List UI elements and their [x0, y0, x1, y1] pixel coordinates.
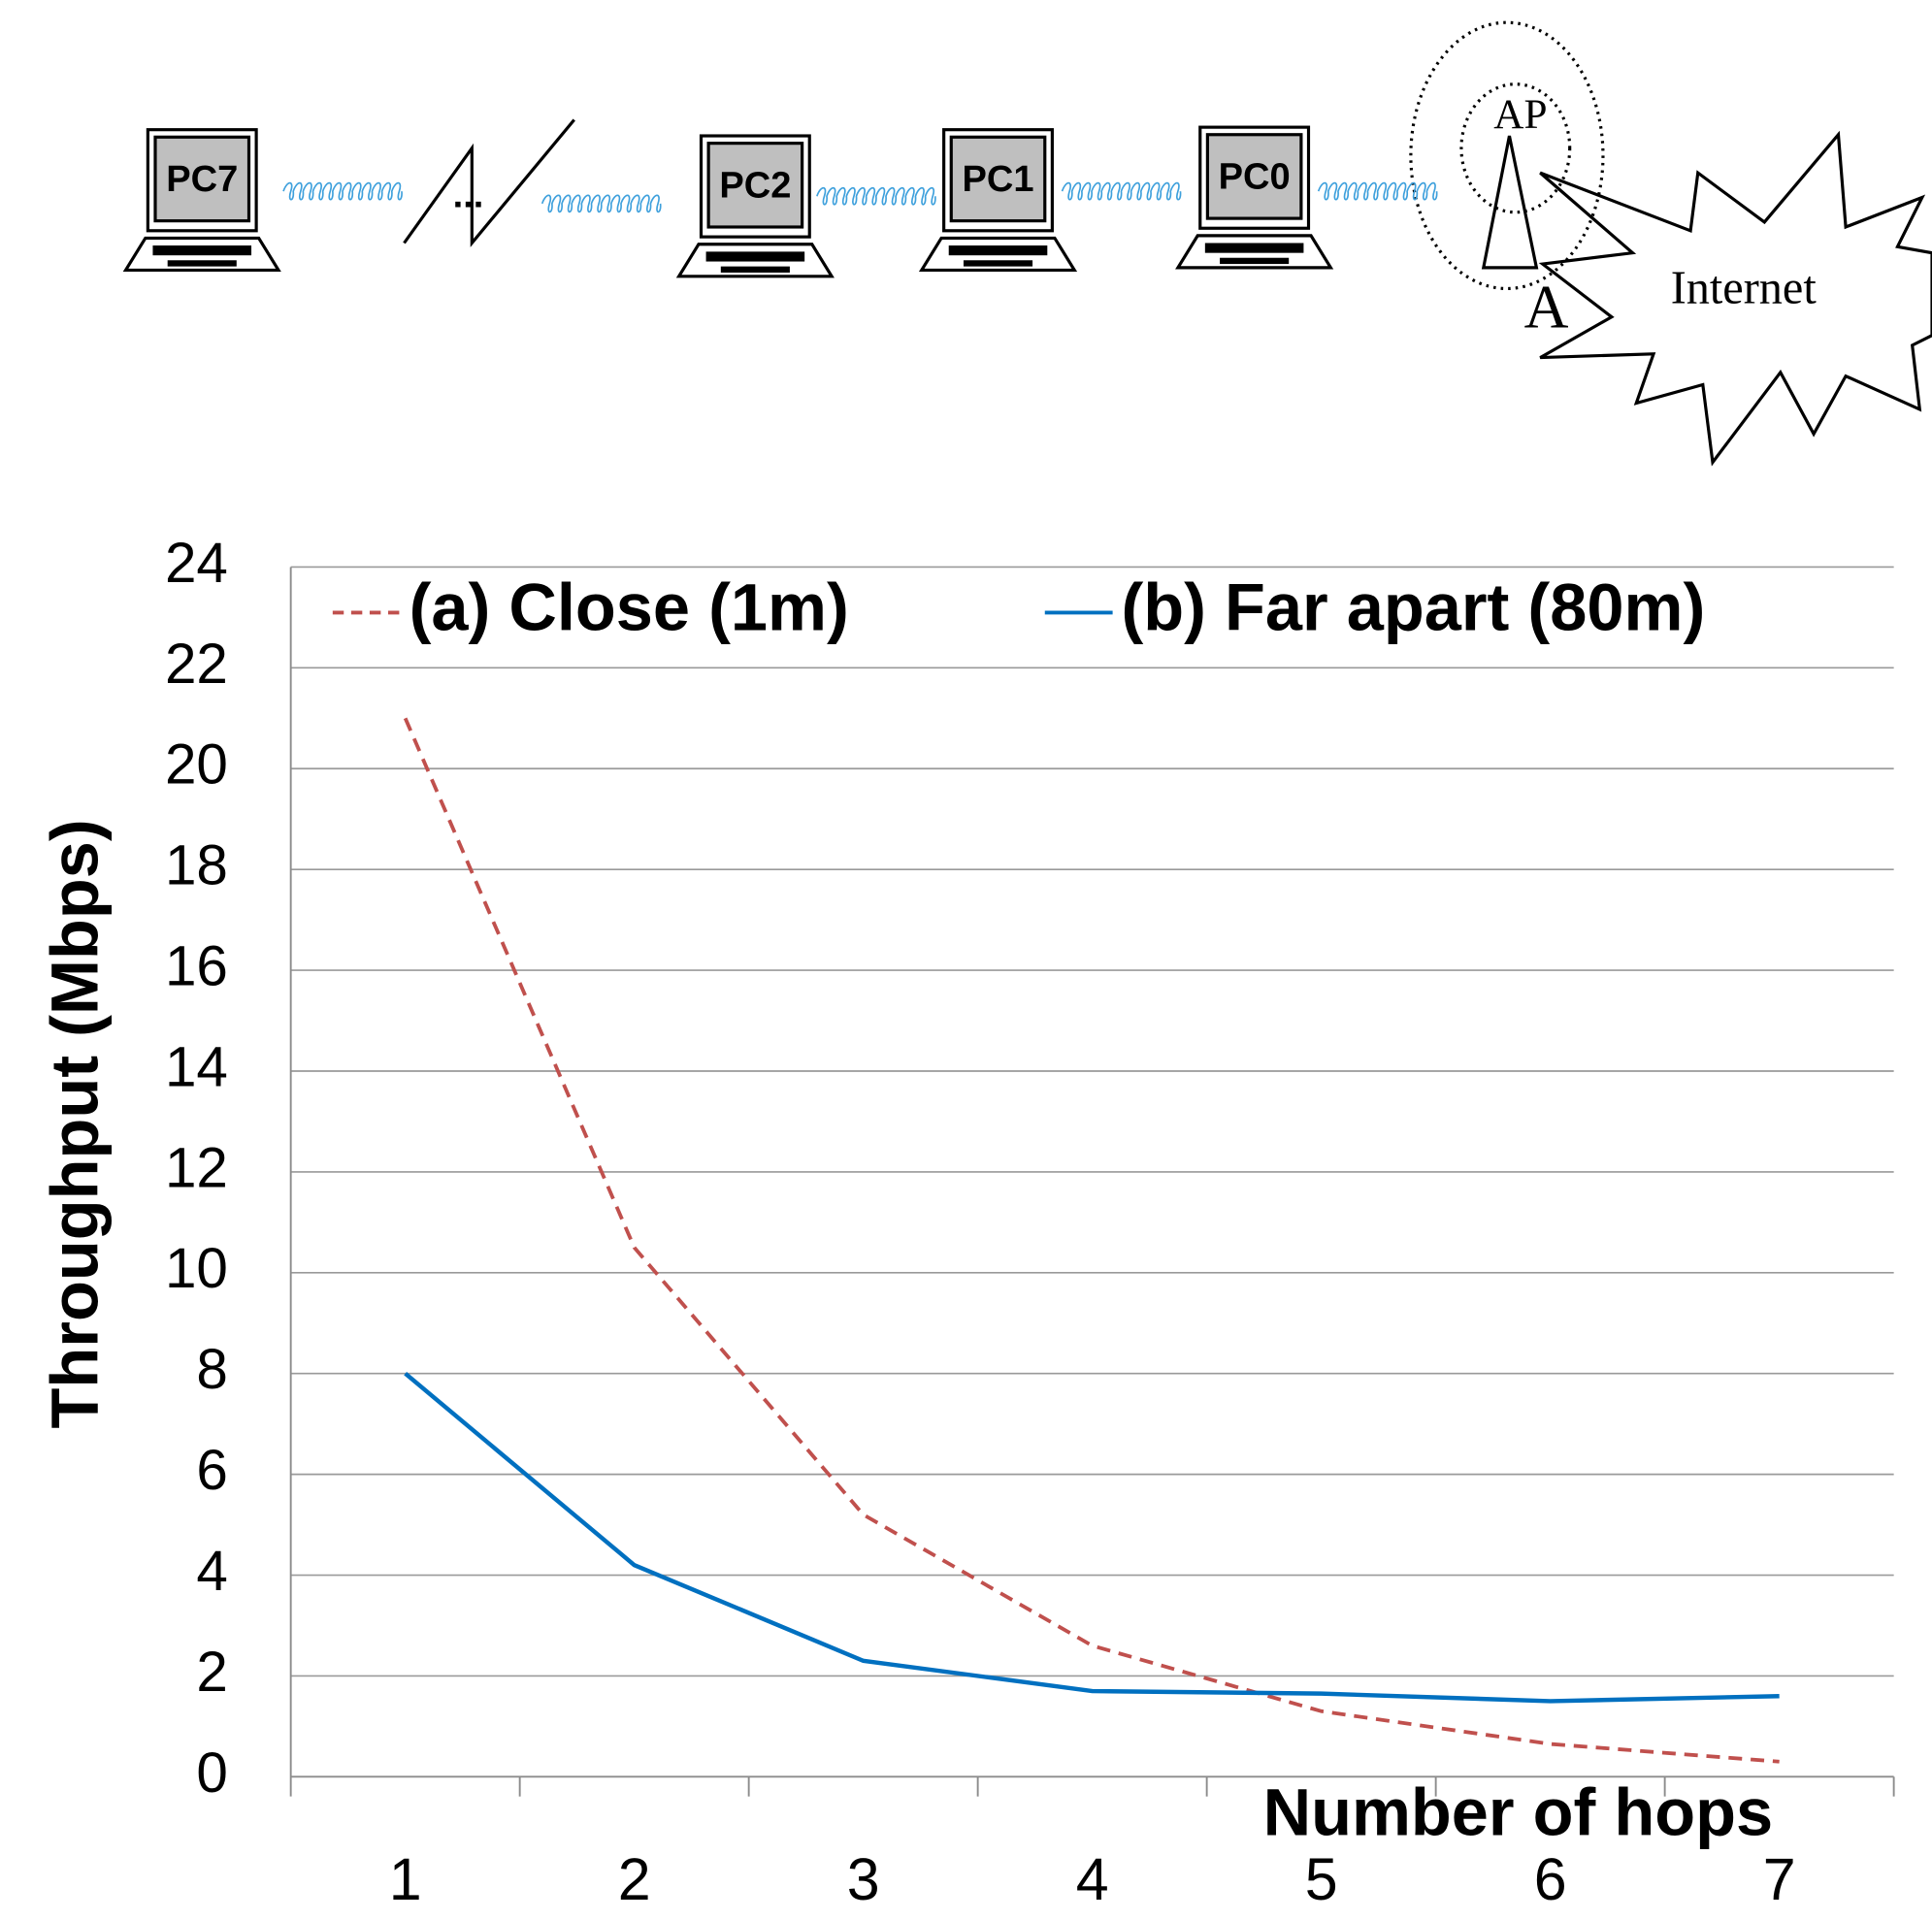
- gap-zigzag: [404, 120, 573, 244]
- laptop-pad: [168, 260, 237, 266]
- y-tick-label: 2: [196, 1641, 227, 1704]
- wireless-link: [1063, 183, 1181, 200]
- laptop-label: PC2: [719, 165, 791, 206]
- series-line: [406, 1374, 1780, 1702]
- x-axis-label: Number of hops: [1263, 1774, 1774, 1849]
- wireless-link: [817, 188, 935, 205]
- x-tick-label: 2: [618, 1846, 651, 1912]
- y-tick-label: 10: [165, 1237, 228, 1300]
- wireless-link: [283, 183, 402, 200]
- figure: ... AP A Internet PC7 PC2 PC1 PC0 Throughpu…: [0, 0, 1932, 1920]
- y-axis-label: Throughput (Mbps): [38, 819, 113, 1428]
- laptop-label: PC1: [962, 159, 1033, 200]
- laptop-pad: [1220, 258, 1289, 264]
- wireless-link: [542, 195, 661, 212]
- wireless-link: [1319, 183, 1437, 200]
- laptop-keys: [706, 251, 805, 261]
- legend-label: (a) Close (1m): [409, 570, 849, 645]
- laptop-keys: [1205, 243, 1304, 252]
- x-tick-label: 1: [389, 1846, 422, 1912]
- y-tick-label: 20: [165, 733, 228, 797]
- a-label: A: [1524, 272, 1569, 341]
- laptop-pad: [721, 267, 790, 273]
- x-tick-label: 4: [1076, 1846, 1109, 1912]
- x-tick-label: 6: [1534, 1846, 1567, 1912]
- ap-label: AP: [1493, 92, 1547, 138]
- y-tick-label: 0: [196, 1741, 227, 1805]
- series-line: [406, 718, 1780, 1761]
- laptop-keys: [152, 245, 251, 255]
- laptop-keys: [949, 245, 1048, 255]
- legend-label: (b) Far apart (80m): [1121, 570, 1705, 645]
- y-tick-label: 12: [165, 1136, 228, 1199]
- y-tick-label: 14: [165, 1035, 228, 1098]
- laptop-label: PC7: [166, 159, 238, 200]
- laptop-label: PC0: [1219, 157, 1291, 198]
- gap-label: ...: [453, 176, 484, 216]
- x-tick-label: 5: [1305, 1846, 1338, 1912]
- y-tick-label: 8: [196, 1338, 227, 1401]
- internet-label: Internet: [1671, 262, 1817, 313]
- network-diagram: ... AP A Internet PC7 PC2 PC1 PC0: [126, 22, 1932, 462]
- y-tick-label: 16: [165, 935, 228, 998]
- y-tick-label: 22: [165, 633, 228, 696]
- y-tick-label: 6: [196, 1439, 227, 1502]
- y-tick-label: 18: [165, 834, 228, 897]
- y-tick-label: 24: [165, 532, 228, 595]
- antenna: [1484, 136, 1537, 268]
- y-tick-label: 4: [196, 1540, 227, 1603]
- laptop-pad: [964, 260, 1032, 266]
- x-tick-label: 3: [847, 1846, 880, 1912]
- x-tick-label: 7: [1763, 1846, 1796, 1912]
